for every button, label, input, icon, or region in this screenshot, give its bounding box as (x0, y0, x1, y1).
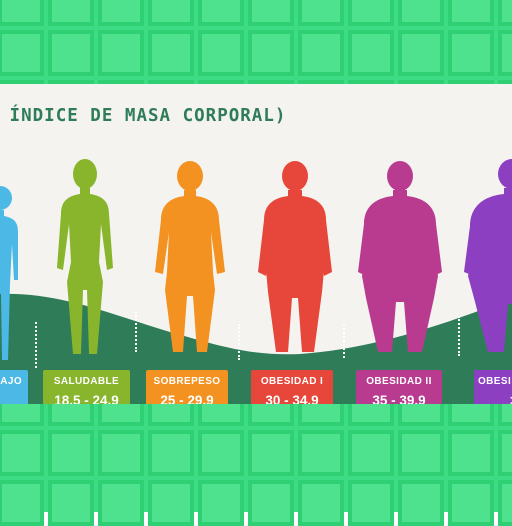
background-tile (298, 430, 344, 476)
category-card-obesidad-i: OBESIDAD I 30 - 34,9 (251, 370, 333, 404)
category-range: > (478, 393, 512, 404)
background-tile (48, 430, 94, 476)
background-tile (48, 480, 94, 526)
category-name: AJO (0, 376, 22, 387)
background-tile (0, 430, 44, 476)
background-tile (248, 30, 294, 76)
category-name: SOBREPESO (153, 376, 221, 387)
background-tile (0, 30, 44, 76)
background-tile (448, 0, 494, 26)
background-tile (298, 0, 344, 26)
category-name: OBESIDAD II (366, 376, 432, 387)
category-card-sobrepeso: SOBREPESO 25 - 29,9 (146, 370, 228, 404)
background-tile (448, 30, 494, 76)
background-tile (348, 430, 394, 476)
category-range: 25 - 29,9 (160, 393, 214, 404)
background-tile (48, 0, 94, 26)
background-tile (198, 30, 244, 76)
background-tile (248, 480, 294, 526)
category-range: 30 - 34,9 (265, 393, 319, 404)
separator-dots (135, 312, 137, 352)
separator-dots (343, 324, 345, 358)
figure-bajo-peso (0, 186, 18, 360)
background-tile (448, 430, 494, 476)
title-text: ÍNDICE DE MASA CORPORAL) (9, 106, 287, 126)
background-tile (248, 430, 294, 476)
background-tile (398, 430, 444, 476)
background-tile (498, 480, 512, 526)
separator-dots (458, 316, 460, 356)
separator-dots (35, 322, 37, 368)
bmi-infographic-panel: (ÍNDICE DE MASA CORPORAL) AJO SALUDABLE … (0, 84, 512, 404)
category-card-bajo: AJO (0, 370, 28, 404)
separator-dots (238, 324, 240, 360)
background-tile (98, 480, 144, 526)
background-tile (148, 480, 194, 526)
category-card-saludable: SALUDABLE 18,5 - 24,9 (43, 370, 130, 404)
figure-obesidad-ii (358, 161, 442, 352)
background-tile (0, 0, 44, 26)
background-tile (48, 30, 94, 76)
background-tile (148, 30, 194, 76)
background-tile (348, 0, 394, 26)
background-tile (298, 480, 344, 526)
background-tile (448, 480, 494, 526)
background-tile (98, 430, 144, 476)
background-tile (98, 0, 144, 26)
background-tile (348, 30, 394, 76)
background-tile (248, 0, 294, 26)
category-name: OBESI (478, 376, 512, 387)
background-tile (148, 430, 194, 476)
category-card-obesidad-ii: OBESIDAD II 35 - 39,9 (356, 370, 442, 404)
infographic-title: (ÍNDICE DE MASA CORPORAL) (0, 106, 286, 126)
figure-obesidad-iii (464, 159, 512, 352)
category-name: OBESIDAD I (260, 376, 324, 387)
background-tile (198, 430, 244, 476)
background-tile (98, 30, 144, 76)
category-range: 18,5 - 24,9 (54, 393, 119, 404)
background-tile (348, 480, 394, 526)
background-tile (398, 0, 444, 26)
background-tile (398, 480, 444, 526)
background-tile (148, 0, 194, 26)
figure-obesidad-i (258, 161, 332, 352)
background-tile (298, 30, 344, 76)
background-tile (198, 480, 244, 526)
figure-sobrepeso (155, 161, 225, 352)
category-range: 35 - 39,9 (372, 393, 426, 404)
background-tile (0, 480, 44, 526)
background-tile (498, 430, 512, 476)
category-name: SALUDABLE (53, 376, 120, 387)
category-card-obesidad-iii: OBESI > (474, 370, 512, 404)
background-tile (498, 0, 512, 26)
figure-saludable (57, 159, 113, 354)
background-tile (398, 30, 444, 76)
background-tile (498, 30, 512, 76)
background-tile (198, 0, 244, 26)
